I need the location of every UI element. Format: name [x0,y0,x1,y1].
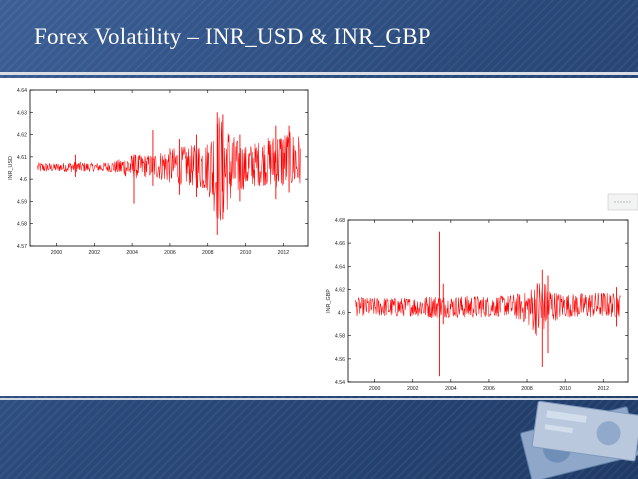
y-tick-label: 4.63 [17,110,27,116]
note-tag-decoration [607,193,638,211]
x-tick-label: 2012 [278,250,290,256]
x-tick-label: 2008 [202,250,214,256]
inr-usd-chart: 4.57 4.58 4.59 4.6 4.61 4.62 4.63 4.64 2000 2002 2… [8,88,309,256]
title-divider [0,72,638,75]
y-tick-label: 4.58 [335,334,345,340]
inr-gbp-chart: 4.54 4.56 4.58 4.6 4.62 4.64 4.66 4.68 2000 2002 2… [326,218,629,392]
y-tick-label: 4.57 [17,244,27,250]
y-axis-label: INR_GBP [326,289,332,313]
content-area: 4.57 4.58 4.59 4.6 4.61 4.62 4.63 4.64 2000 2002 2… [0,78,638,396]
x-tick-label: 2002 [407,386,419,392]
x-tick-label: 2008 [521,386,533,392]
x-tick-label: 2000 [369,386,381,392]
title-band: Forex Volatility – INR_USD & INR_GBP [0,0,638,72]
x-tick-label: 2012 [597,386,609,392]
bottom-divider [0,398,638,400]
y-tick-label: 4.62 [17,133,27,139]
y-tick-label: 4.59 [17,199,27,205]
y-tick-label: 4.58 [17,222,27,228]
slide-title: Forex Volatility – INR_USD & INR_GBP [34,24,431,49]
y-tick-label: 4.56 [335,357,345,363]
series-line [355,283,621,336]
y-tick-label: 4.66 [335,241,345,247]
y-tick-label: 4.64 [335,264,345,270]
x-tick-label: 2000 [51,250,63,256]
banknotes-image [520,400,638,479]
y-tick-label: 4.61 [17,155,27,161]
x-tick-label: 2004 [126,250,138,256]
x-tick-label: 2006 [483,386,495,392]
y-tick-label: 4.6 [338,311,345,317]
x-tick-label: 2006 [164,250,176,256]
y-tick-label: 4.6 [20,177,27,183]
series-line [37,117,301,221]
y-axis-label: INR_USD [8,156,14,180]
x-tick-label: 2004 [445,386,457,392]
x-tick-label: 2010 [240,250,252,256]
x-tick-label: 2010 [559,386,571,392]
y-tick-label: 4.68 [335,218,345,224]
x-tick-label: 2002 [89,250,101,256]
y-tick-label: 4.64 [17,88,27,94]
y-tick-label: 4.54 [335,380,345,386]
y-tick-label: 4.62 [335,287,345,293]
